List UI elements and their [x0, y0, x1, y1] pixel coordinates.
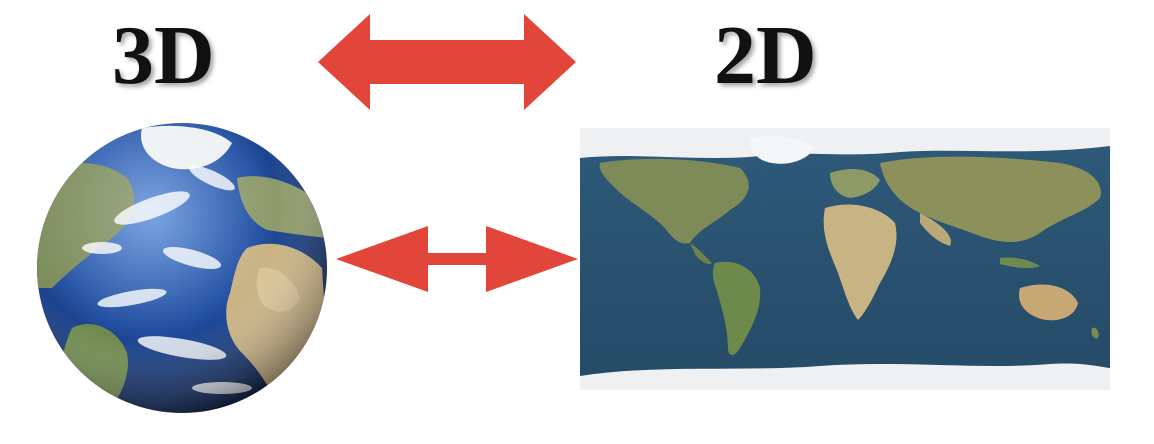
earth-globe-icon — [37, 123, 327, 413]
middle-double-arrow-icon — [336, 226, 578, 292]
label-3d: 3D — [112, 9, 215, 102]
top-arrow-shape — [318, 14, 576, 110]
middle-arrow-shape — [336, 226, 578, 292]
world-map-icon — [580, 128, 1110, 390]
top-double-arrow-icon — [318, 14, 576, 110]
label-2d: 2D — [714, 9, 817, 102]
